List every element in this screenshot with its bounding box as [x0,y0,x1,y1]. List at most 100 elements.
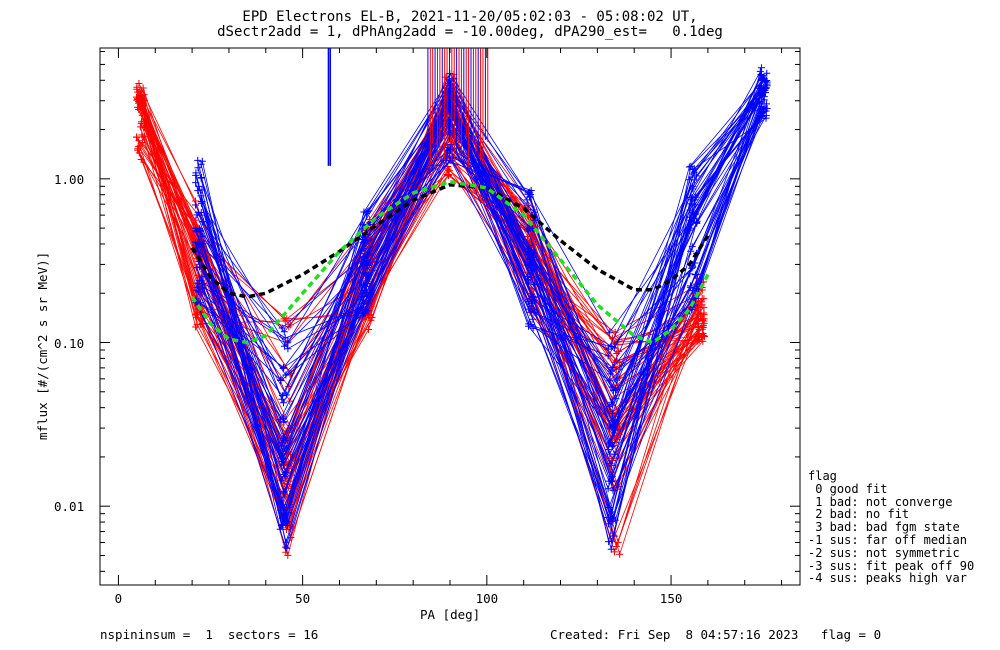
red-point [137,155,145,163]
y-tick-label-1.00: 1.00 [54,171,85,187]
data-layer [132,48,771,559]
blue-point [284,518,292,526]
footer-left: nspininsum = 1 sectors = 16 [100,627,319,642]
blue-point [284,338,292,346]
legend-item-4: -1 sus: far off median [808,532,967,547]
blue-point [756,109,764,117]
red-point [608,455,616,463]
blue-point [282,538,290,546]
blue-point [278,324,286,332]
blue-point [444,121,452,129]
blue-point [525,322,533,330]
red-point [700,311,708,319]
blue-point [282,469,290,477]
blue-point [280,328,288,336]
blue-point [604,514,612,522]
blue-point [283,544,291,552]
blue-point [523,196,531,204]
blue-point [692,172,700,180]
blue-point [763,82,771,90]
axes-layer [99,47,801,586]
blue-point [688,194,696,202]
blue-curve [197,75,762,459]
blue-point [608,442,616,450]
blue-point [282,391,290,399]
red-point [616,550,624,558]
blue-point [197,199,205,207]
blue-curve [201,72,764,407]
blue-point [365,207,373,215]
blue-point [194,187,202,195]
red-point [698,294,706,302]
blue-point [608,517,616,525]
blue-point [686,176,694,184]
legend-item-1: 1 bad: not converge [808,494,953,509]
blue-point [762,112,770,120]
blue-point [527,251,535,259]
blue-point [360,269,368,277]
blue-point [604,352,612,360]
blue-point [527,307,535,315]
blue-curve [201,113,761,461]
blue-point [757,64,765,72]
blue-point [529,315,537,323]
blue-point [360,240,368,248]
blue-point [362,283,370,291]
red-point [695,315,703,323]
blue-point [529,324,537,332]
blue-point [198,198,206,206]
blue-point [608,409,616,417]
blue-point [195,283,203,291]
blue-curve [200,85,762,520]
legend-item-5: -2 sus: not symmetric [808,545,960,560]
red-point [136,123,144,131]
blue-point [447,116,455,124]
x-tick-label-0: 0 [114,591,123,606]
x-tick-label-150: 150 [659,591,683,606]
red-point [366,311,374,319]
blue-point [278,395,286,403]
blue-point [530,208,538,216]
y-tick-label-0.01: 0.01 [54,499,85,515]
blue-curve [199,67,762,492]
blue-point [279,521,287,529]
blue-point [763,69,771,77]
chart-title-line2: dSectr2add = 1, dPhAng2add = -10.00deg, … [217,24,723,40]
blue-point [608,383,616,391]
blue-point [192,171,200,179]
y-tick-label-0.10: 0.10 [54,335,85,351]
blue-point [195,276,203,284]
blue-point [524,227,532,235]
blue-point [607,367,615,375]
blue-point [607,342,615,350]
blue-point [523,273,531,281]
blue-point [689,287,697,295]
blue-point [689,170,697,178]
blue-point [609,486,617,494]
blue-curve [196,106,761,429]
blue-point [280,456,288,464]
red-point [365,326,373,334]
blue-point [449,94,457,102]
red-point [134,95,142,103]
blue-point [192,238,200,246]
red-point [699,322,707,330]
legend-item-7: -4 sus: peaks high var [808,571,967,586]
blue-point [609,364,617,372]
legend-item-6: -3 sus: fit peak off 90 [808,558,975,573]
blue-point [605,440,613,448]
blue-point [607,545,615,553]
blue-point [198,273,206,281]
blue-curve [201,78,763,524]
blue-point [685,163,693,171]
blue-point [282,371,290,379]
blue-point [279,434,287,442]
blue-point [197,208,205,216]
blue-point [611,516,619,524]
chart-title-line1: EPD Electrons EL-B, 2021-11-20/05:02:03 … [242,9,698,25]
blue-point [608,461,616,469]
blue-point [281,342,289,350]
red-point [445,171,453,179]
x-tick-label-100: 100 [475,591,499,606]
